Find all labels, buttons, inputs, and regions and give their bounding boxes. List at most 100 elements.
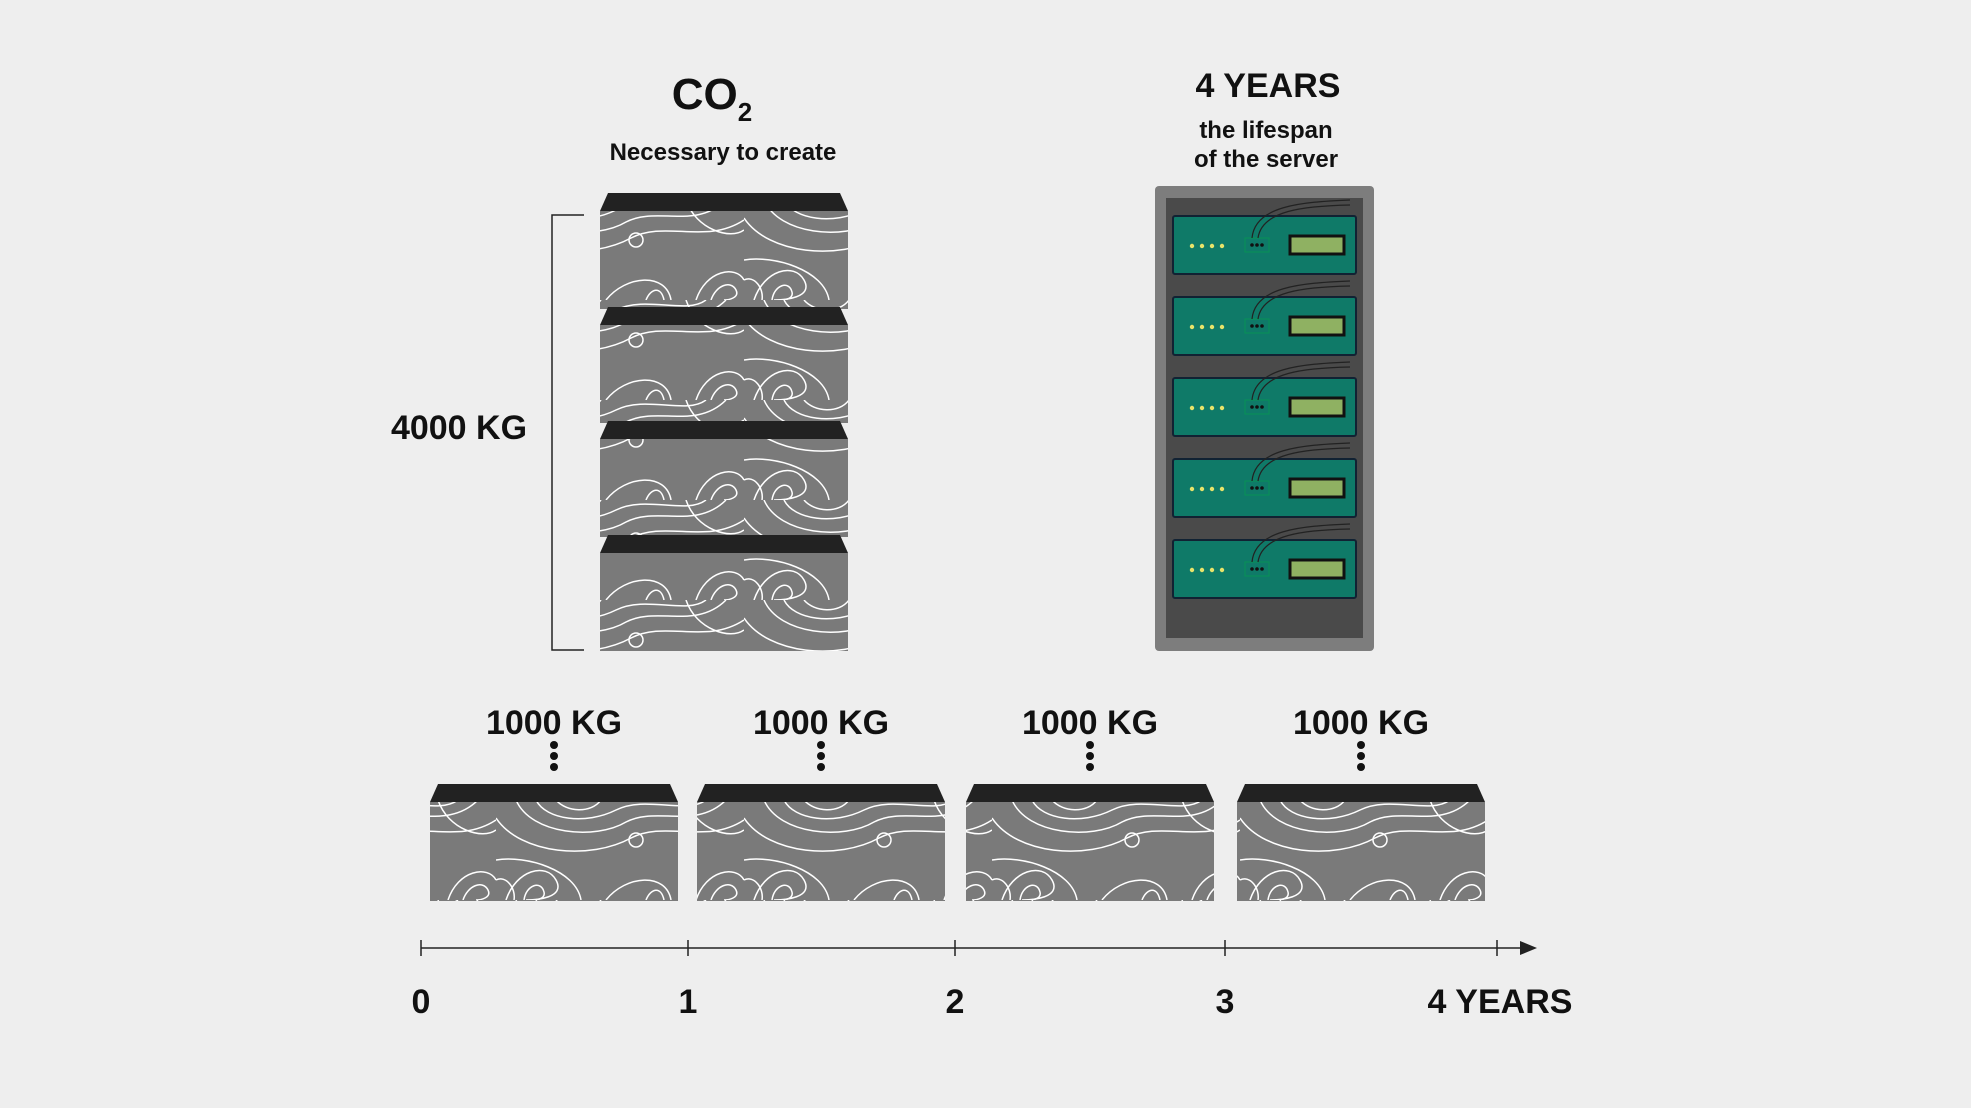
connector-dot-icon	[817, 763, 825, 771]
status-led-icon	[1209, 567, 1215, 573]
year-emission-label: 1000 KG	[753, 704, 889, 742]
connector-dot-icon	[1357, 741, 1365, 749]
block-top	[966, 784, 1214, 802]
port-pin-icon	[1260, 405, 1264, 409]
year-emission-label: 1000 KG	[486, 704, 622, 742]
block-top	[1237, 784, 1485, 802]
co2-block-stack	[600, 193, 848, 651]
stack-block	[600, 307, 848, 423]
port-pin-icon	[1260, 486, 1264, 490]
co2-caption: Necessary to create	[610, 139, 837, 166]
svg-text:CO2: CO2	[672, 70, 752, 127]
co2-heading: CO2	[672, 70, 752, 127]
port-pin-icon	[1250, 486, 1254, 490]
server-cable	[1257, 285, 1351, 320]
block-texture	[600, 553, 848, 651]
port-pin-icon	[1250, 243, 1254, 247]
port-icon	[1244, 318, 1270, 334]
status-led-icon	[1189, 243, 1195, 249]
status-led-icon	[1189, 486, 1195, 492]
server-display	[1288, 396, 1346, 418]
port-icon	[1244, 561, 1270, 577]
co2-subscript: 2	[738, 97, 752, 127]
server-unit	[1172, 442, 1357, 518]
connector-dot-icon	[817, 741, 825, 749]
status-led-icon	[1209, 405, 1215, 411]
block-texture	[600, 325, 848, 423]
year-group: 1000 KG	[1237, 704, 1485, 901]
port-pin-icon	[1250, 405, 1254, 409]
server-cable	[1251, 523, 1351, 563]
server-cable	[1251, 361, 1351, 401]
server-cable	[1257, 528, 1351, 563]
block-top	[600, 535, 848, 553]
block-texture	[600, 439, 848, 537]
lifespan-line-2: of the server	[1194, 146, 1338, 173]
status-led-icon	[1209, 243, 1215, 249]
server-display	[1288, 477, 1346, 499]
block-texture	[697, 802, 945, 901]
port-pin-icon	[1250, 567, 1254, 571]
year-group: 1000 KG	[697, 704, 945, 901]
timeline-tick-label: 3	[1216, 983, 1235, 1021]
status-led-icon	[1209, 486, 1215, 492]
server-cable	[1251, 199, 1351, 239]
server-unit	[1172, 199, 1357, 275]
server-display	[1288, 315, 1346, 337]
status-led-icon	[1199, 324, 1205, 330]
connector-dot-icon	[550, 741, 558, 749]
server-unit	[1172, 280, 1357, 356]
connector-dot-icon	[817, 752, 825, 760]
timeline-tick-label: 0	[412, 983, 431, 1021]
timeline-end-label: 4 YEARS	[1428, 983, 1573, 1021]
connector-dot-icon	[1086, 763, 1094, 771]
status-led-icon	[1199, 486, 1205, 492]
status-led-icon	[1189, 567, 1195, 573]
status-led-icon	[1219, 486, 1225, 492]
lifespan-title: 4 YEARS	[1196, 67, 1341, 105]
status-led-icon	[1219, 567, 1225, 573]
block-top	[600, 193, 848, 211]
server-cable	[1257, 366, 1351, 401]
total-label: 4000 KG	[391, 409, 527, 447]
server-cable	[1251, 280, 1351, 320]
connector-dot-icon	[550, 763, 558, 771]
timeline-tick-label: 1	[679, 983, 698, 1021]
year-block	[966, 784, 1214, 901]
total-bracket	[551, 214, 584, 651]
block-texture	[966, 802, 1214, 901]
connector-dot-icon	[1357, 763, 1365, 771]
year-block	[430, 784, 678, 901]
port-pin-icon	[1255, 486, 1259, 490]
block-top	[430, 784, 678, 802]
year-group: 1000 KG	[966, 704, 1214, 901]
block-top	[600, 421, 848, 439]
year-group: 1000 KG	[430, 704, 678, 901]
year-emission-label: 1000 KG	[1022, 704, 1158, 742]
port-pin-icon	[1255, 405, 1259, 409]
status-led-icon	[1189, 405, 1195, 411]
port-pin-icon	[1255, 324, 1259, 328]
status-led-icon	[1199, 567, 1205, 573]
status-led-icon	[1219, 405, 1225, 411]
port-icon	[1244, 399, 1270, 415]
port-icon	[1244, 237, 1270, 253]
status-led-icon	[1199, 405, 1205, 411]
connector-dot-icon	[1086, 752, 1094, 760]
block-texture	[430, 802, 678, 901]
block-top	[697, 784, 945, 802]
stack-block	[600, 535, 848, 651]
block-texture	[1237, 802, 1485, 901]
status-led-icon	[1209, 324, 1215, 330]
connector-dot-icon	[1357, 752, 1365, 760]
yearly-emissions: 1000 KG 1000 KG 1000 KG 1000 KG	[430, 704, 1485, 901]
connector-dot-icon	[550, 752, 558, 760]
server-cable	[1251, 442, 1351, 482]
status-led-icon	[1199, 243, 1205, 249]
timeline-tick-label: 2	[946, 983, 965, 1021]
stack-block	[600, 193, 848, 309]
status-led-icon	[1219, 324, 1225, 330]
block-texture	[600, 211, 848, 309]
status-led-icon	[1219, 243, 1225, 249]
